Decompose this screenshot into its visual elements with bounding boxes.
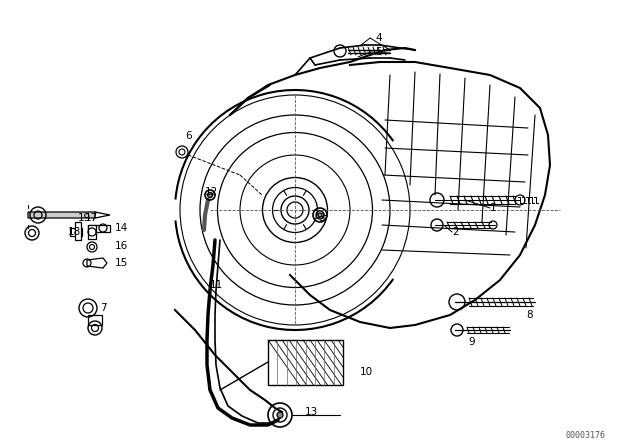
Text: 15: 15 — [115, 258, 128, 268]
Text: 7: 7 — [100, 303, 107, 313]
Text: 10: 10 — [360, 367, 373, 377]
Text: 19: 19 — [78, 213, 92, 223]
Text: 9: 9 — [468, 337, 475, 347]
Bar — [75, 222, 81, 240]
Polygon shape — [87, 258, 107, 268]
Circle shape — [207, 193, 212, 198]
Text: 16: 16 — [115, 241, 128, 251]
Text: 17: 17 — [85, 213, 99, 223]
Polygon shape — [28, 212, 105, 218]
Circle shape — [277, 412, 283, 418]
Bar — [88, 315, 102, 325]
Circle shape — [318, 213, 322, 217]
Bar — [268, 340, 343, 385]
Text: 00003176: 00003176 — [565, 431, 605, 439]
Bar — [88, 225, 110, 232]
Text: 12: 12 — [205, 187, 218, 197]
Text: 6: 6 — [185, 131, 191, 141]
Polygon shape — [95, 212, 110, 218]
Text: 8: 8 — [526, 310, 532, 320]
Text: 14: 14 — [115, 223, 128, 233]
Text: 1: 1 — [490, 203, 497, 213]
Bar — [70, 228, 82, 236]
Text: 2: 2 — [452, 227, 459, 237]
Text: 5: 5 — [375, 47, 381, 57]
Text: 18: 18 — [68, 227, 81, 237]
Text: 4: 4 — [375, 33, 381, 43]
Bar — [88, 225, 96, 239]
Text: 3: 3 — [318, 213, 324, 223]
Text: 13: 13 — [305, 407, 318, 417]
Text: 11: 11 — [210, 280, 223, 290]
